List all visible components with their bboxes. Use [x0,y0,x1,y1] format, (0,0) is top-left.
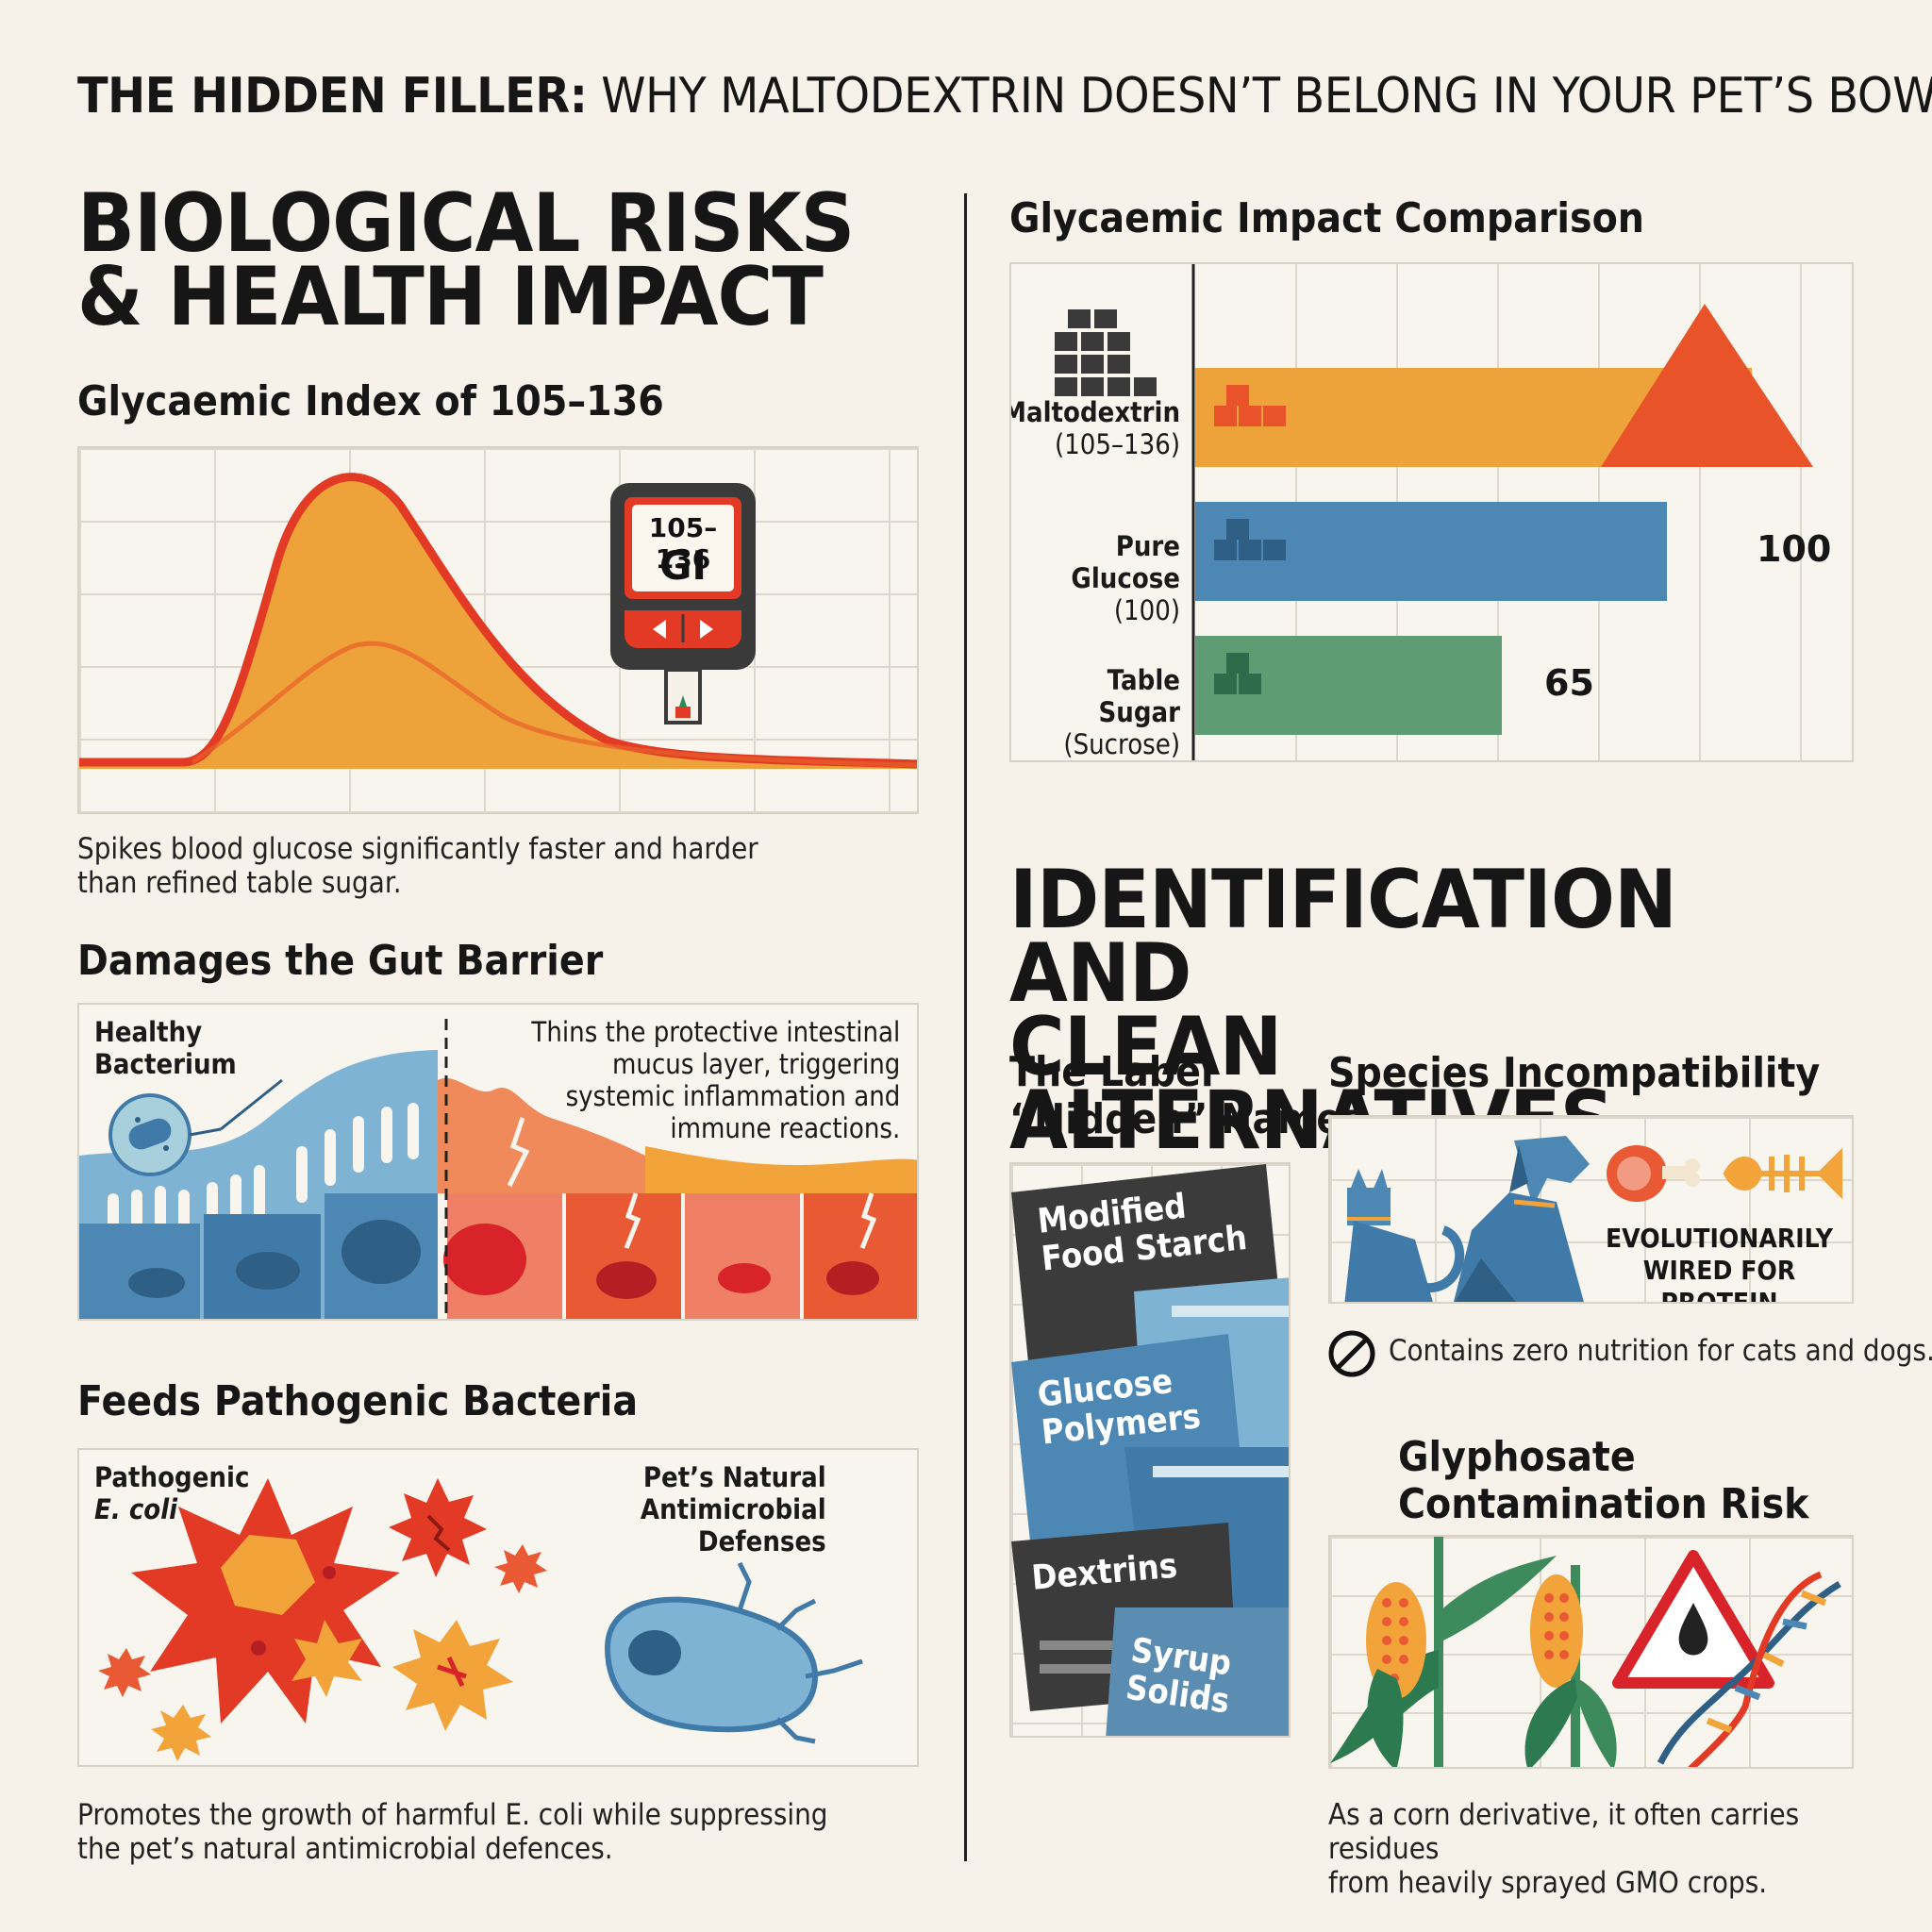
hidden-names-title: The Label “Hidden” Names [1009,1049,1364,1143]
protein-badge-line-1: EVOLUTIONARILY [1605,1223,1834,1254]
bar-0-cube-icon [1263,406,1286,426]
bar-1-value: (100) [1113,594,1180,626]
bacteria-illustration [98,1478,863,1761]
bar-1-cube-icon [1263,540,1286,560]
heading-line-1: BIOLOGICAL RISKS [77,176,855,271]
sugar-cubes-icon [1055,309,1157,396]
gut-barrier-panel: Healthy Bacterium Thins the protective i… [77,1003,919,1321]
comparison-title: Glycaemic Impact Comparison [1009,194,1644,242]
glucose-meter-icon: 105–136 GI [608,480,758,724]
species-title: Species Incompatibility [1328,1049,1821,1097]
glycaemic-comparison-chart: Maltodextrin (105–136) Pure Glucose (100… [1009,262,1854,762]
pathogen-caption-line-2: the pet’s natural antimicrobial defences… [77,1832,613,1866]
bar-label-maltodextrin: Maltodextrin (105–136) [1009,396,1180,460]
glyphosate-title: Glyphosate Contamination Risk [1398,1434,1809,1528]
pathogen-caption-line-1: Promotes the growth of harmful E. coli w… [77,1798,828,1832]
gut-desc-line-3: systemic inflammation and [565,1080,900,1112]
ecoli-label-line-2: E. coli [94,1493,178,1525]
healthy-bacterium-label: Healthy Bacterium [94,1016,237,1080]
page-title-bold: THE HIDDEN FILLER: [77,68,588,125]
intestinal-lining-illustration [79,1019,917,1319]
label-card-syrup-solids [1106,1607,1289,1736]
bar-0-cube-icon [1214,406,1237,426]
glyphosate-caption-line-1: As a corn derivative, it often carries r… [1328,1798,1800,1866]
glucose-spike-curve [79,473,917,769]
page-title-rest: WHY MALTODEXTRIN DOESN’T BELONG IN YOUR … [601,68,1932,125]
gut-desc-line-1: Thins the protective intestinal [531,1016,900,1048]
bar-0-cube-icon [1226,385,1249,406]
glyphosate-caption-line-2: from heavily sprayed GMO crops. [1328,1866,1768,1900]
glyphosate-title-line-1: Glyphosate [1398,1433,1636,1481]
bar-1-cube-icon [1214,540,1237,560]
glyphosate-caption: As a corn derivative, it often carries r… [1328,1798,1838,1900]
gut-description: Thins the protective intestinal mucus la… [531,1016,900,1144]
bar-2-name: Table Sugar [1098,664,1180,728]
gut-title: Damages the Gut Barrier [77,937,604,985]
pathogen-title: Feeds Pathogenic Bacteria [77,1377,639,1425]
gi-caption-line-1: Spikes blood glucose significantly faste… [77,832,758,866]
species-note: Contains zero nutrition for cats and dog… [1389,1334,1932,1368]
meter-unit: GI [658,542,708,589]
cat-dog-illustration [1344,1136,1842,1302]
defense-label-line-2: Antimicrobial [641,1493,826,1525]
defense-label-line-3: Defenses [698,1525,826,1557]
prohibited-icon [1328,1330,1375,1377]
comparison-bars [1055,264,1813,760]
bar-label-glucose: Pure Glucose (100) [1028,530,1180,626]
gi-caption: Spikes blood glucose significantly faste… [77,832,841,900]
gi-curve-panel: 105–136 GI [77,446,919,814]
bar-0-value: (105–136) [1054,428,1180,460]
corn-hazard-illustration [1330,1537,1841,1767]
dna-icon [1657,1571,1841,1767]
healthy-label-line-2: Bacterium [94,1048,237,1080]
corn-icon [1330,1537,1617,1767]
hidden-names-title-line-2: “Hidden” Names [1009,1095,1364,1143]
spike-triangle [1601,304,1813,467]
hazard-warning-icon [1612,1550,1774,1689]
bar-1-cube-icon [1226,519,1249,540]
column-divider [964,193,967,1861]
glyphosate-panel [1328,1535,1854,1769]
protein-badge-line-2: WIRED FOR PROTEIN [1642,1255,1796,1304]
pathogen-panel: Pathogenic E. coli Pet’s Natural Antimic… [77,1448,919,1767]
dog-icon [1454,1136,1590,1302]
glyphosate-title-line-2: Contamination Risk [1398,1480,1809,1528]
identification-line-1: IDENTIFICATION AND [1009,853,1677,1021]
bar-2-value: (Sucrose) (65) [1063,728,1180,760]
protein-badge: EVOLUTIONARILY WIRED FOR PROTEIN [1598,1223,1840,1304]
gi-title: Glycaemic Index of 105–136 [77,377,664,425]
bar-2-cube-icon [1226,653,1249,674]
gi-caption-line-2: than refined table sugar. [77,866,402,900]
healthy-label-line-1: Healthy [94,1016,203,1048]
biological-risks-heading: BIOLOGICAL RISKS & HEALTH IMPACT [77,176,855,344]
gut-desc-line-4: immune reactions. [670,1112,900,1144]
bar-1-name: Pure Glucose [1071,530,1180,594]
ingredient-labels-stack [1011,1164,1289,1736]
meter-range: 105–136 [648,512,718,575]
cat-icon [1344,1169,1465,1302]
bar-value-sugar: 65 [1544,662,1594,704]
ecoli-label: Pathogenic E. coli [94,1461,249,1525]
pathogen-caption: Promotes the growth of harmful E. coli w… [77,1798,841,1866]
hidden-names-panel: Modified Food Starch Glucose Polymers De… [1009,1162,1291,1738]
bar-1-cube-icon [1239,540,1261,560]
page-title: THE HIDDEN FILLER: WHY MALTODEXTRIN DOES… [77,68,1932,125]
bar-value-glucose: 100 [1757,528,1832,570]
defense-label-line-1: Pet’s Natural [643,1461,826,1493]
bar-2-cube-icon [1239,674,1261,694]
defense-label: Pet’s Natural Antimicrobial Defenses [641,1461,826,1557]
fish-bone-icon [1723,1147,1842,1200]
gut-desc-line-2: mucus layer, triggering [611,1048,900,1080]
bar-2-cube-icon [1214,674,1237,694]
bar-0-cube-icon [1239,406,1261,426]
card-text-syrup: Syrup Solids [1124,1631,1237,1722]
species-panel: EVOLUTIONARILY WIRED FOR PROTEIN [1328,1115,1854,1304]
bar-label-sugar: Table Sugar (Sucrose) (65) [1028,664,1180,760]
meat-icon [1607,1145,1700,1202]
hidden-names-title-line-1: The Label [1009,1048,1214,1096]
bar-0-name: Maltodextrin [1009,396,1180,428]
ecoli-label-line-1: Pathogenic [94,1461,250,1493]
heading-line-2: & HEALTH IMPACT [77,250,824,344]
